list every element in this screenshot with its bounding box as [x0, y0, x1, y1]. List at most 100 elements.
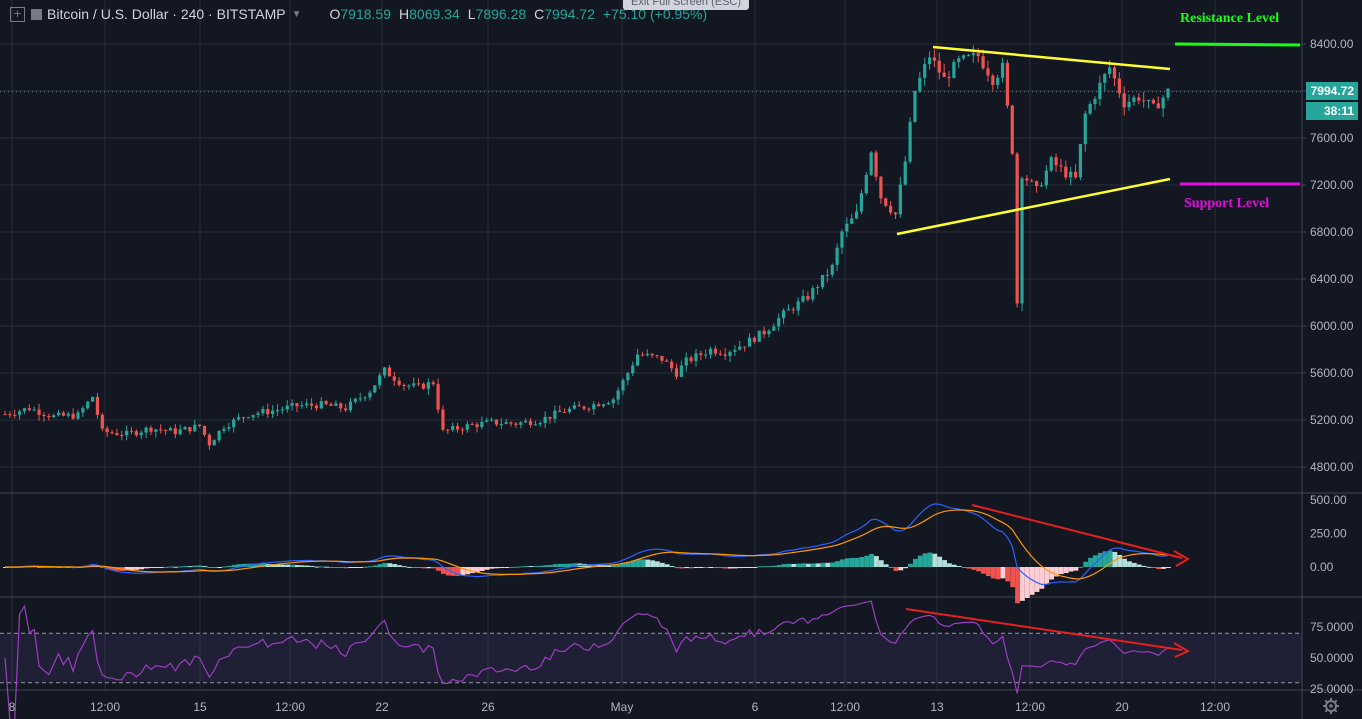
macd-histogram: [3, 550, 1171, 604]
macd-histogram-bar: [314, 566, 320, 568]
candle-body: [397, 380, 401, 385]
candle-body: [1069, 171, 1073, 178]
macd-histogram-bar: [134, 567, 140, 570]
candle-body: [606, 403, 610, 405]
candle-body: [665, 360, 669, 362]
macd-histogram-bar: [212, 567, 218, 568]
candle-body: [1088, 103, 1092, 114]
resistance-line: [1174, 42, 1301, 47]
candle-body: [820, 274, 825, 288]
candle-body: [202, 425, 207, 435]
macd-histogram-bar: [620, 562, 626, 567]
candle-body: [305, 403, 309, 406]
macd-histogram-bar: [942, 560, 947, 567]
macd-histogram-bar: [1122, 558, 1128, 567]
candle-body: [796, 301, 800, 311]
candle-body: [864, 174, 868, 194]
candle-body: [631, 365, 635, 374]
macd-histogram-bar: [290, 564, 295, 567]
macd-histogram-bar: [674, 567, 680, 569]
macd-histogram-bar: [1093, 555, 1098, 567]
macd-histogram-bar: [747, 567, 753, 568]
exit-fullscreen-button[interactable]: Exit Full Screen (ESC): [623, 0, 749, 10]
candle-body: [227, 427, 231, 429]
symbol-title[interactable]: Bitcoin / U.S. Dollar · 240 · BITSTAMP: [47, 6, 286, 22]
ohlc-change: +75.10 (+0.95%): [602, 6, 708, 22]
macd-histogram-bar: [1005, 567, 1011, 582]
square-icon[interactable]: [31, 8, 42, 20]
rsi-tick-label: 25.0000: [1310, 682, 1354, 696]
candle-body: [786, 309, 791, 311]
macd-histogram-bar: [835, 561, 840, 567]
candle-body: [601, 404, 606, 407]
macd-histogram-bar: [226, 565, 232, 567]
macd-histogram-bar: [883, 564, 889, 567]
macd-histogram-bar: [1156, 567, 1162, 570]
candle-body: [859, 193, 864, 212]
macd-histogram-bar: [810, 563, 816, 567]
macd-histogram-bar: [718, 567, 724, 569]
candle-body: [927, 57, 932, 65]
macd-histogram-bar: [168, 566, 174, 568]
macd-histogram-bar: [1020, 567, 1025, 601]
candle-body: [183, 427, 187, 430]
macd-histogram-bar: [752, 567, 758, 568]
macd-histogram-bar: [985, 567, 991, 577]
time-tick-label: 12:00: [90, 700, 120, 714]
candle-body: [363, 397, 367, 399]
macd-histogram-bar: [1034, 567, 1040, 592]
candle-body: [811, 288, 815, 300]
chevron-down-icon[interactable]: ▼: [291, 8, 302, 20]
chart-header: + Bitcoin / U.S. Dollar · 240 · BITSTAMP…: [0, 0, 707, 28]
price-tick-label: 8400.00: [1310, 37, 1354, 51]
macd-histogram-bar: [903, 567, 909, 569]
macd-histogram-bar: [898, 567, 904, 571]
macd-histogram-bar: [509, 566, 514, 568]
candle-body: [95, 396, 100, 415]
macd-histogram-bar: [976, 567, 982, 572]
candle-body: [577, 405, 581, 407]
macd-histogram-bar: [256, 563, 261, 567]
macd-histogram-bar: [713, 567, 719, 568]
candle-body: [679, 365, 683, 377]
macd-histogram-bar: [805, 563, 811, 567]
candle-body: [480, 421, 484, 428]
macd-histogram-bar: [436, 567, 441, 571]
macd-histogram-bar: [859, 557, 865, 567]
candle-body: [358, 398, 362, 400]
expand-icon[interactable]: +: [10, 6, 25, 22]
candle-body: [382, 367, 387, 376]
candle-body: [280, 409, 284, 411]
candle-body: [421, 383, 426, 389]
candle-body: [329, 404, 333, 406]
candle-body: [412, 383, 416, 386]
macd-histogram-bar: [1044, 567, 1050, 585]
macd-histogram-bar: [1058, 567, 1064, 575]
macd-histogram-bar: [1161, 567, 1166, 569]
gear-icon[interactable]: [1322, 697, 1340, 715]
candle-body: [840, 231, 844, 248]
macd-histogram-bar: [1102, 551, 1108, 567]
candle-body: [441, 409, 445, 430]
macd-histogram-bar: [499, 567, 505, 568]
candle-body: [373, 385, 377, 393]
candle-body: [378, 375, 382, 386]
macd-histogram-bar: [796, 563, 801, 567]
candle-body: [52, 415, 56, 418]
macd-histogram-bar: [158, 567, 164, 568]
candle-body: [426, 382, 430, 389]
ohlc-open: O7918.59: [329, 6, 392, 22]
macd-histogram-bar: [922, 553, 928, 567]
candle-body: [417, 383, 421, 385]
macd-histogram-bar: [494, 567, 500, 569]
candle-body: [640, 354, 645, 356]
candle-body: [490, 419, 494, 421]
ohlc-close: C7994.72: [534, 6, 595, 22]
candle-body: [538, 423, 542, 425]
macd-histogram-bar: [586, 564, 592, 567]
candle-body: [198, 424, 202, 426]
candle-body: [120, 435, 124, 437]
macd-histogram-bar: [426, 567, 432, 569]
macd-histogram-bar: [148, 567, 154, 569]
